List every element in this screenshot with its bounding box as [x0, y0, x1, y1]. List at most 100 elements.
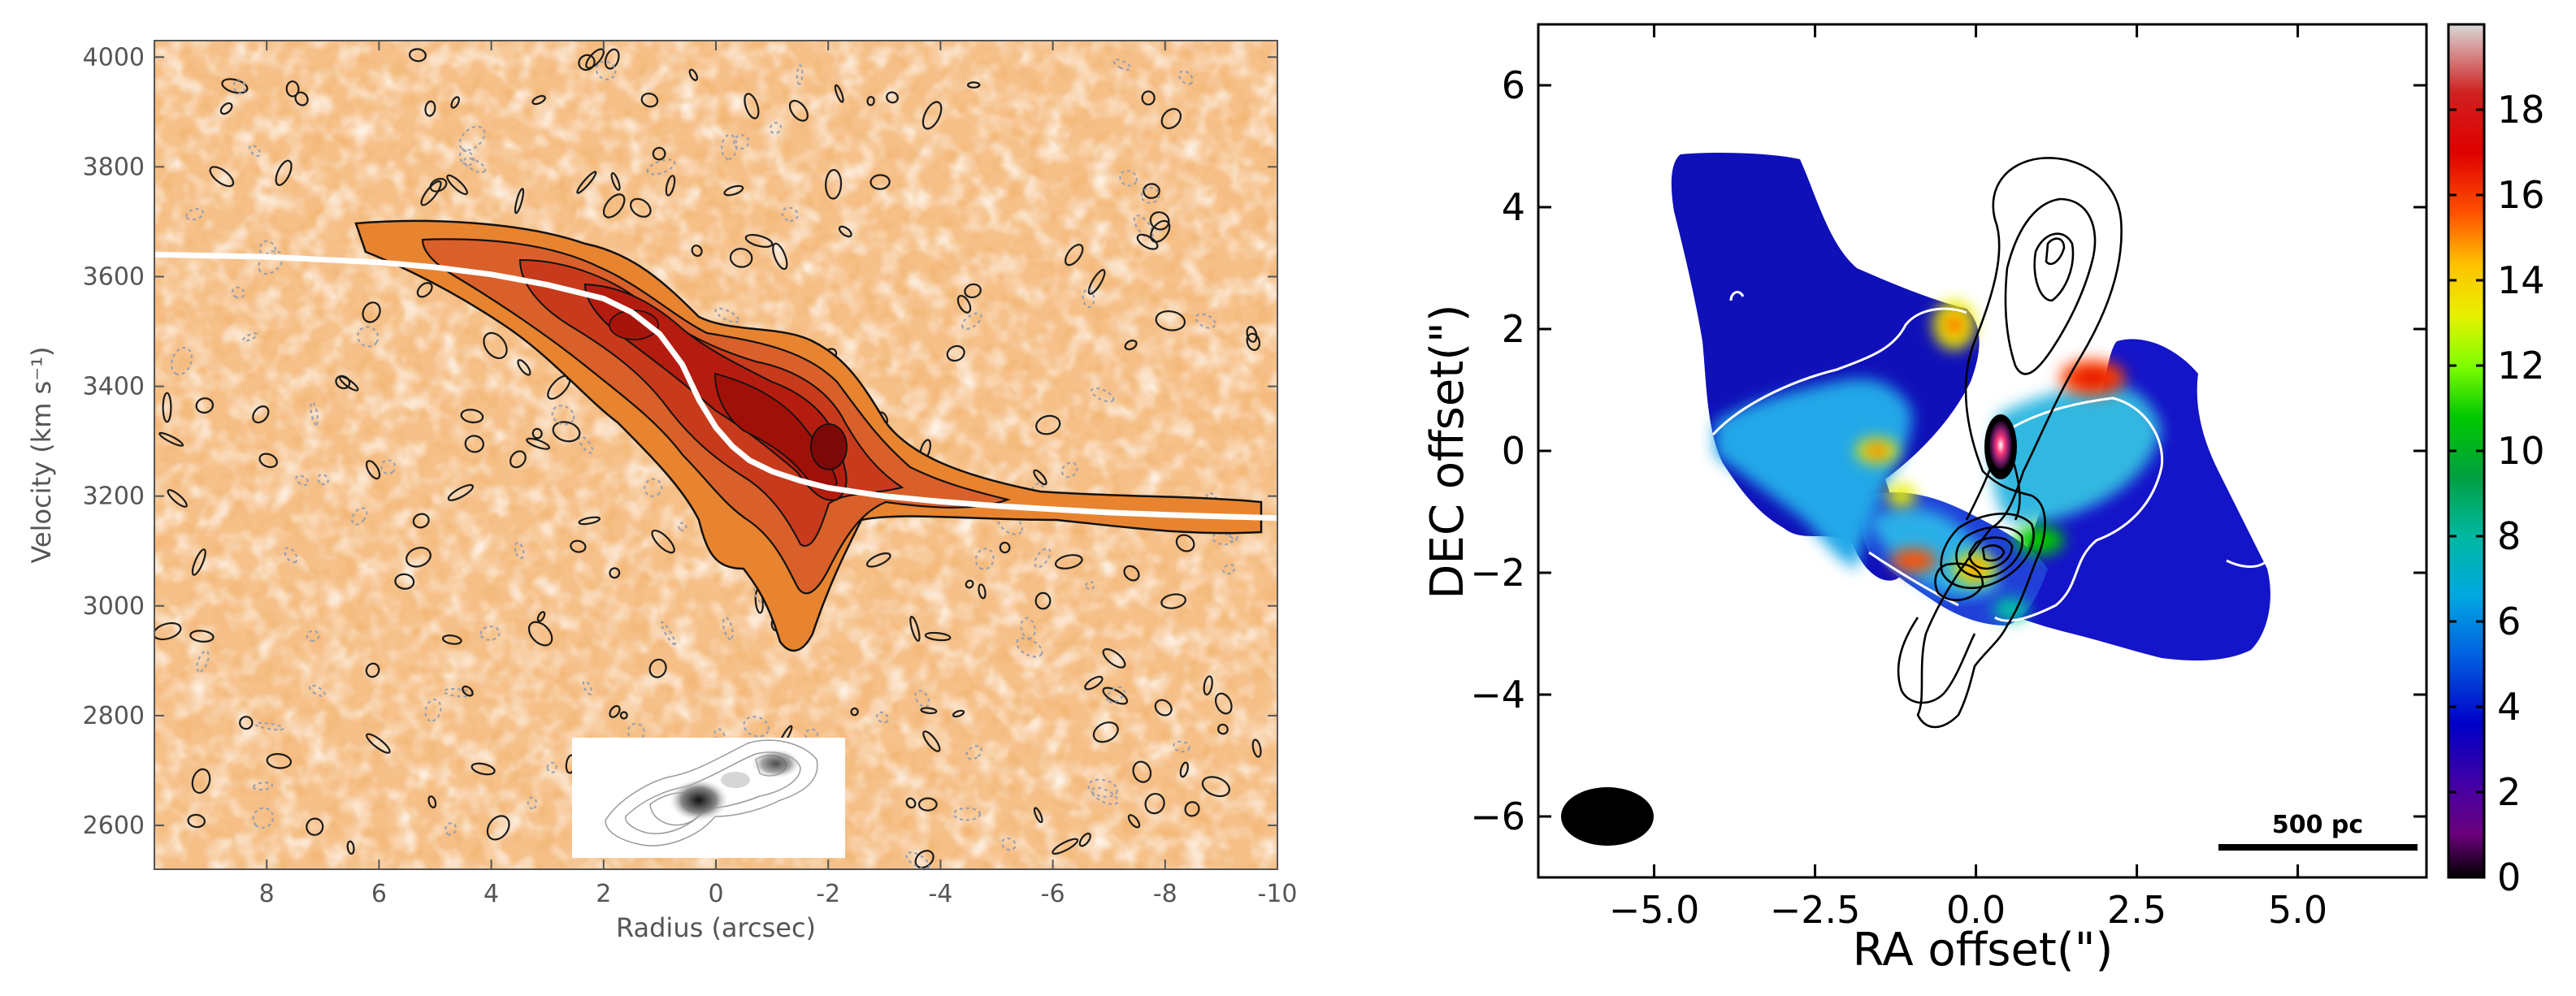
- noise-contour: [1054, 554, 1083, 569]
- noise-contour: [285, 80, 300, 97]
- noise-contour: [595, 60, 617, 80]
- noise-contour: [252, 782, 274, 791]
- map-y-axis-label: DEC offset("): [1421, 304, 1474, 599]
- noise-contour: [471, 762, 496, 776]
- noise-contour: [952, 709, 965, 718]
- map-y-tick-label: 2: [1502, 307, 1525, 351]
- noise-contour: [310, 401, 319, 426]
- hotspot-w2: [2015, 526, 2064, 555]
- noise-contour: [578, 54, 596, 71]
- inset-continuum-image: [572, 738, 845, 858]
- map-x-axis-label: RA offset("): [1853, 924, 2114, 977]
- noise-contour: [1065, 244, 1084, 266]
- map-x-tick-label: −5.0: [1609, 888, 1700, 932]
- noise-contour: [834, 84, 844, 103]
- noise-contour: [870, 174, 891, 190]
- map-x-tick-label: −2.5: [1770, 888, 1861, 932]
- noise-contour: [1175, 534, 1195, 552]
- noise-contour: [640, 93, 659, 108]
- noise-contour: [1143, 183, 1160, 199]
- noise-contour: [254, 721, 284, 731]
- colorbar-tick-label: 10: [2497, 429, 2545, 473]
- map-y-tick-label: −2: [1470, 551, 1525, 595]
- pv-y-tick-label: 3600: [83, 262, 145, 291]
- pv-y-tick-label: 2800: [83, 702, 145, 730]
- noise-contour: [886, 91, 899, 104]
- noise-contour: [578, 516, 601, 526]
- noise-contour: [909, 615, 921, 643]
- knot-3: [1968, 536, 2014, 570]
- pv-diagram-panel: 8 6 4 2 0 -2 -4 -6 -8 -10 2600 2800 3000 3200 3400 3600…: [26, 40, 1298, 943]
- noise-contour: [974, 548, 995, 570]
- noise-contour: [999, 541, 1011, 554]
- white-contour-east-2: [1729, 291, 1745, 301]
- noise-contour: [1214, 692, 1233, 715]
- map-y-tick-label: 4: [1502, 185, 1525, 229]
- noise-contour: [306, 817, 324, 836]
- colorbar-ticks: [2448, 108, 2484, 879]
- noise-contour: [1102, 686, 1129, 705]
- noise-contour: [796, 64, 804, 85]
- noise-contour: [876, 711, 890, 724]
- noise-contour: [688, 68, 698, 81]
- map-x-tick-label: 5.0: [2268, 888, 2327, 932]
- knot-1: [1940, 512, 2035, 590]
- knot-5: [1934, 562, 1984, 601]
- noise-contour: [275, 159, 293, 186]
- noise-contour: [429, 177, 448, 193]
- noise-contour: [446, 174, 468, 196]
- noise-contour: [189, 630, 215, 643]
- noise-contour: [464, 435, 484, 453]
- noise-contour: [1127, 814, 1141, 829]
- noise-contour: [965, 745, 982, 760]
- noise-contour: [1092, 721, 1119, 743]
- noise-contour: [729, 248, 753, 268]
- noise-contour: [1060, 461, 1078, 479]
- white-contour-sw: [2226, 559, 2269, 568]
- colorbar-tick-label: 14: [2497, 258, 2545, 302]
- map-band-cyan: [1715, 379, 1912, 569]
- noise-contour: [1179, 761, 1189, 778]
- noise-contour: [1203, 675, 1213, 696]
- noise-contour: [1052, 838, 1079, 855]
- noise-contour: [231, 286, 245, 299]
- noise-contour: [914, 690, 930, 708]
- pv-x-tick-label: 4: [484, 880, 499, 908]
- noise-contour: [365, 460, 381, 480]
- jet-north-2: [2004, 197, 2097, 375]
- noise-contour: [1078, 832, 1091, 847]
- noise-contour: [412, 513, 430, 529]
- rotation-curve-line: [154, 251, 1277, 522]
- noise-contour: [1160, 593, 1186, 609]
- noise-contour: [394, 573, 415, 590]
- jet-outer: [1916, 157, 2123, 729]
- noise-contour: [866, 96, 875, 106]
- noise-contour: [721, 133, 738, 160]
- hotspot-w1-core: [2075, 370, 2110, 386]
- pv-x-tick-label: 0: [708, 880, 723, 908]
- map-y-tick-label: 6: [1502, 63, 1525, 107]
- noise-contour: [546, 761, 557, 773]
- map-white-contours: [1711, 291, 2269, 622]
- pv-y-tick-label: 3400: [83, 373, 145, 401]
- noise-contour: [527, 796, 538, 810]
- noise-contour: [905, 851, 930, 869]
- hotspot-e2: [1887, 484, 1916, 507]
- noise-contour: [195, 397, 215, 414]
- noise-contour: [258, 249, 284, 275]
- noise-contour: [1016, 637, 1043, 658]
- noise-contour: [917, 797, 938, 812]
- noise-contour: [769, 121, 783, 135]
- noise-contour: [1033, 807, 1043, 824]
- noise-contour: [158, 431, 184, 447]
- noise-contour: [1217, 723, 1229, 735]
- noise-contour: [362, 301, 381, 323]
- noise-contour: [602, 193, 626, 219]
- noise-contour: [714, 307, 739, 323]
- noise-contour: [1084, 675, 1104, 691]
- noise-contour: [284, 547, 298, 564]
- noise-contour: [357, 326, 379, 348]
- noise-contour: [1195, 313, 1216, 329]
- noise-contour: [922, 101, 943, 130]
- hotspot-ne-core: [1945, 314, 1964, 336]
